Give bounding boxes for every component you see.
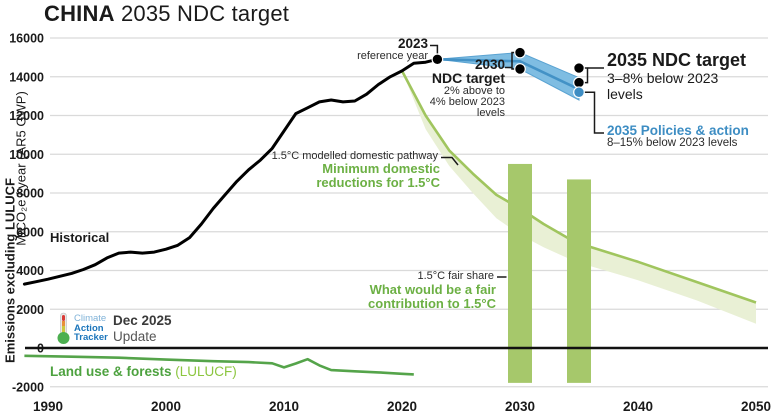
ndc-2030-range2: 4% below 2023 (429, 96, 505, 108)
fair-share-bar (567, 179, 591, 383)
fair-share-bar (508, 163, 532, 383)
release-date: Dec 2025 (113, 313, 172, 328)
y-tick-label: 16000 (9, 32, 44, 46)
x-tick-label: 2030 (505, 399, 535, 414)
pathway-pointer-label: 1.5°C modelled domestic pathway (271, 150, 438, 162)
fair-contribution-label: What would be a fair contribution to 1.5… (368, 283, 496, 310)
connector-line (441, 156, 459, 166)
ndc-2030-title: NDC target (431, 70, 505, 86)
y-tick-label: -2000 (12, 380, 44, 394)
cat-logo-text: Climate Action Tracker (74, 314, 108, 343)
y-tick-label: 2000 (16, 303, 44, 317)
ndc-2030-year: 2030 (474, 57, 505, 72)
reference-year-value: 2023 (397, 36, 428, 51)
connector-line (584, 91, 604, 134)
policies-action-title: 2035 Policies & action (607, 123, 749, 138)
thermometer-icon (57, 312, 70, 344)
fair-contribution-line1: What would be a fair (369, 282, 496, 297)
title-rest: 2035 NDC target (114, 1, 290, 26)
historical-line (22, 57, 439, 286)
ndc-2030-label: 2030 NDC target 2% above to 4% below 202… (430, 58, 505, 119)
y-tick-label: 4000 (16, 264, 44, 278)
ndc-2035-dot (573, 62, 585, 74)
ndc-2035-range2: levels (607, 86, 643, 102)
fair-contribution-line2: contribution to 1.5°C (368, 295, 496, 311)
y-tick-label: 14000 (9, 70, 44, 84)
release-update: Update (113, 329, 157, 344)
cat-logo-climate: Climate (74, 313, 107, 325)
x-tick-label: 2050 (741, 399, 771, 414)
ndc-2030-dot (514, 63, 526, 75)
lulucf-line (24, 354, 414, 376)
x-tick-label: 2040 (623, 399, 653, 414)
y-axis-label-units: MtCO₂e / year (AR5 GWP) (13, 91, 29, 246)
lulucf-label: Land use & forests (LULUCF) (50, 364, 237, 379)
x-tick-label: 2010 (269, 399, 299, 414)
cat-logo-action: Action (74, 322, 104, 334)
policies-action-label: 2035 Policies & action 8–15% below 2023 … (607, 124, 749, 150)
x-tick-label: 2020 (387, 399, 417, 414)
lulucf-label-paren: (LULUCF) (171, 364, 237, 379)
x-tick-label: 2000 (151, 399, 181, 414)
reference-year-label: 2023 reference year (357, 36, 428, 62)
y-tick-label: 8000 (16, 187, 44, 201)
y-tick-label: 10000 (9, 148, 44, 162)
connector-line (430, 44, 439, 56)
release-date-block: Dec 2025 Update (113, 313, 172, 345)
connector-line (583, 67, 589, 84)
fair-share-pointer-label: 1.5°C fair share (417, 270, 494, 282)
policies-action-range: 8–15% below 2023 levels (607, 137, 738, 149)
min-domestic-line2: reductions for 1.5°C (316, 174, 440, 190)
ndc-2035-dot (573, 76, 585, 89)
y-tick-label: 12000 (9, 109, 44, 123)
reference-year-caption: reference year (357, 50, 428, 62)
title-country: CHINA (44, 1, 115, 26)
ndc-2030-range1: 2% above to (443, 85, 505, 97)
y-tick-label: 6000 (16, 225, 44, 239)
page-title: CHINA 2035 NDC target (44, 1, 289, 27)
policies-action-dot (573, 86, 585, 99)
ndc-2035-title: 2035 NDC target (607, 50, 747, 70)
ndc-2035-range1: 3–8% below 2023 (607, 70, 719, 86)
historical-label: Historical (50, 230, 110, 245)
pathway-band (402, 70, 756, 324)
reference-2023-dot (431, 53, 444, 66)
x-tick-label: 1990 (33, 399, 63, 414)
ndc-2030-range3: levels (476, 107, 505, 119)
ndc-2030-dot (514, 46, 526, 59)
ndc-2035-label: 2035 NDC target 3–8% below 2023 levels (607, 50, 746, 102)
lulucf-label-bold: Land use & forests (50, 364, 172, 379)
policies-action-line (437, 58, 580, 91)
cat-logo-tracker: Tracker (74, 332, 108, 344)
min-domestic-line1: Minimum domestic (322, 161, 440, 176)
cat-logo: Climate Action Tracker (56, 312, 108, 345)
min-domestic-label: Minimum domestic reductions for 1.5°C (316, 162, 440, 189)
